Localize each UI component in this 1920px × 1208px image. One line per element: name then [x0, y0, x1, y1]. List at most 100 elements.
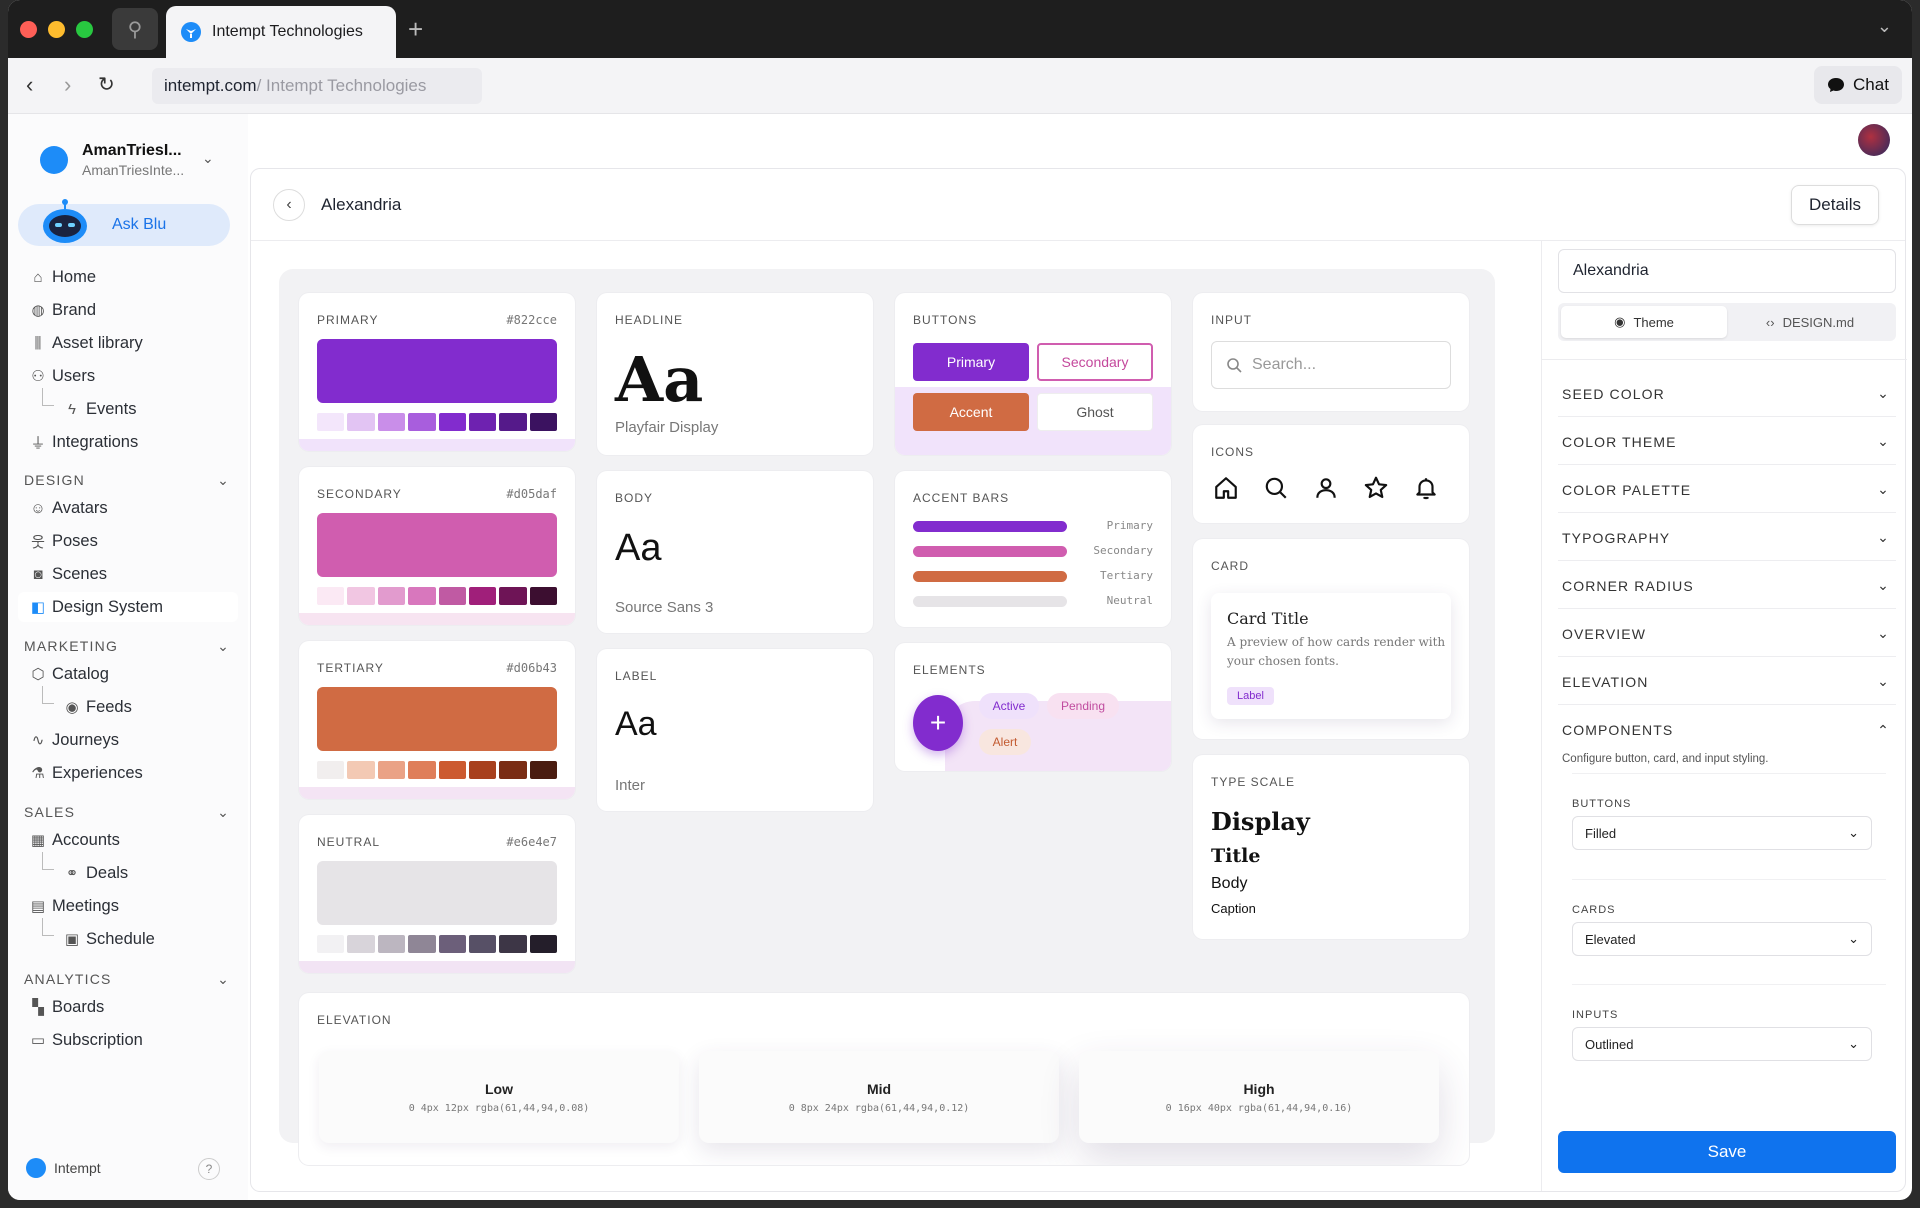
design-system-name-input[interactable]: Alexandria: [1558, 249, 1896, 293]
section-analytics[interactable]: ANALYTICS ⌄: [24, 971, 230, 988]
main-panel: ‹ Alexandria Details PRIMARY #822cce SEC…: [250, 168, 1907, 1192]
inputs-style-select[interactable]: Outlined ⌄: [1572, 1027, 1872, 1061]
chevron-down-icon[interactable]: ⌄: [1876, 16, 1892, 36]
sidebar-item-home[interactable]: ⌂ Home: [18, 262, 238, 292]
tree-connector: [42, 686, 54, 704]
view-toggle: ◉ Theme ‹› DESIGN.md: [1558, 303, 1896, 341]
sidebar-item-meetings[interactable]: ▤ Meetings: [18, 891, 238, 921]
elevation-card: ELEVATION Low 0 4px 12px rgba(61,44,94,0…: [299, 993, 1469, 1165]
minimize-window-button[interactable]: [48, 21, 65, 38]
sidebar-item-experiences[interactable]: ⚗ Experiences: [18, 758, 238, 788]
sidebar-item-journeys[interactable]: ∿ Journeys: [18, 725, 238, 755]
tab-intempt[interactable]: Intempt Technologies: [166, 6, 396, 58]
accordion-seed-color[interactable]: SEED COLOR ⌄: [1558, 371, 1896, 417]
accent-bar-label: Secondary: [1093, 544, 1153, 557]
help-button[interactable]: ?: [198, 1158, 220, 1180]
sidebar-item-boards[interactable]: ▚ Boards: [18, 992, 238, 1022]
color-shade: [529, 935, 557, 953]
elements-card: ELEMENTS + Active Pending Alert: [895, 643, 1171, 771]
chat-bubble-icon: [1828, 78, 1845, 92]
accordion-color-palette[interactable]: COLOR PALETTE ⌄: [1558, 467, 1896, 513]
accordion-corner-radius[interactable]: CORNER RADIUS ⌄: [1558, 563, 1896, 609]
chevron-down-icon: ⌄: [1848, 825, 1859, 840]
sidebar-item-deals[interactable]: ⚭ Deals: [42, 852, 232, 888]
bolt-icon: ϟ: [68, 400, 76, 418]
tab-design-md[interactable]: ‹› DESIGN.md: [1727, 306, 1893, 338]
sidebar-item-schedule[interactable]: ▣ Schedule: [42, 918, 232, 954]
color-shade: [377, 935, 406, 953]
tab-bar: ⚲ Intempt Technologies + ⌄: [8, 0, 1912, 58]
sidebar-footer-brand[interactable]: Intempt: [26, 1158, 101, 1178]
back-icon[interactable]: ‹: [26, 72, 34, 97]
sidebar-item-integrations[interactable]: ⏚ Integrations: [18, 427, 238, 457]
sidebar-item-brand[interactable]: ◍ Brand: [18, 295, 238, 325]
accordion-elevation[interactable]: ELEVATION ⌄: [1558, 659, 1896, 705]
sidebar-item-scenes[interactable]: ◙ Scenes: [18, 559, 238, 589]
accent-button-preview[interactable]: Accent: [913, 393, 1029, 431]
card-icon: ▭: [30, 1032, 46, 1049]
accordion-color-theme[interactable]: COLOR THEME ⌄: [1558, 419, 1896, 465]
save-button[interactable]: Save: [1558, 1131, 1896, 1173]
home-icon: ⌂: [33, 268, 43, 286]
cards-style-select[interactable]: Elevated ⌄: [1572, 922, 1872, 956]
sidebar-item-catalog[interactable]: ⬡ Catalog: [18, 659, 238, 689]
pin-tab-button[interactable]: ⚲: [112, 8, 158, 50]
sidebar-item-label: Deals: [86, 863, 129, 882]
chevron-down-icon: ⌄: [217, 638, 230, 654]
inputs-style-group: INPUTS Outlined ⌄: [1572, 984, 1886, 1076]
section-sales[interactable]: SALES ⌄: [24, 804, 230, 821]
elevation-name: High: [1243, 1081, 1275, 1097]
back-button[interactable]: ‹: [273, 189, 305, 221]
url-field[interactable]: intempt.com / Intempt Technologies: [152, 68, 482, 104]
sidebar-item-design-system[interactable]: ◧ Design System: [18, 592, 238, 622]
sidebar: AmanTriesI... AmanTriesInte... ⌄ Ask Blu…: [8, 114, 248, 1200]
home-icon: [1215, 477, 1237, 499]
secondary-button-preview[interactable]: Secondary: [1037, 343, 1153, 381]
chevron-left-icon: ‹: [286, 196, 292, 213]
accordion-label: TYPOGRAPHY: [1562, 529, 1671, 546]
sample-card-description: A preview of how cards render with your …: [1227, 635, 1446, 668]
sidebar-item-subscription[interactable]: ▭ Subscription: [18, 1025, 238, 1055]
org-switcher[interactable]: AmanTriesI... AmanTriesInte... ⌄: [32, 138, 232, 182]
sidebar-item-events[interactable]: ϟ Events: [42, 388, 232, 424]
sidebar-item-label: Meetings: [52, 896, 119, 915]
org-name: AmanTriesI...: [82, 142, 182, 159]
sidebar-item-poses[interactable]: 웃 Poses: [18, 526, 238, 556]
buttons-style-select[interactable]: Filled ⌄: [1572, 816, 1872, 850]
card-label: PRIMARY: [317, 313, 379, 327]
close-window-button[interactable]: [20, 21, 37, 38]
forward-icon[interactable]: ›: [64, 72, 72, 97]
card-label: LABEL: [615, 669, 658, 683]
primary-button-preview[interactable]: Primary: [913, 343, 1029, 381]
section-marketing[interactable]: MARKETING ⌄: [24, 638, 230, 655]
details-button[interactable]: Details: [1791, 185, 1879, 225]
sidebar-item-accounts[interactable]: ▦ Accounts: [18, 825, 238, 855]
chat-button[interactable]: Chat: [1814, 66, 1902, 104]
elevation-high: High 0 16px 40px rgba(61,44,94,0.16): [1079, 1051, 1439, 1143]
ask-blu-button[interactable]: Ask Blu: [18, 199, 230, 246]
color-swatch-main: [317, 861, 557, 925]
tree-connector: [42, 918, 54, 936]
accordion-components[interactable]: COMPONENTS ⌃: [1558, 707, 1896, 753]
tab-theme[interactable]: ◉ Theme: [1561, 306, 1727, 338]
user-avatar[interactable]: [1858, 124, 1890, 156]
design-preview-canvas: PRIMARY #822cce SECONDARY #d05daf TERTIA…: [279, 269, 1495, 1165]
accordion-overview[interactable]: OVERVIEW ⌄: [1558, 611, 1896, 657]
reload-icon[interactable]: ↻: [98, 74, 115, 96]
search-input-preview[interactable]: Search...: [1211, 341, 1451, 389]
ghost-button-preview[interactable]: Ghost: [1037, 393, 1153, 431]
tree-connector: [42, 388, 54, 406]
sidebar-item-feeds[interactable]: ◉ Feeds: [42, 686, 232, 722]
maximize-window-button[interactable]: [76, 21, 93, 38]
sidebar-item-asset-library[interactable]: ⫼ Asset library: [18, 328, 238, 358]
accordion-typography[interactable]: TYPOGRAPHY ⌄: [1558, 515, 1896, 561]
sidebar-item-users[interactable]: ⚇ Users: [18, 361, 238, 391]
new-tab-button[interactable]: +: [408, 14, 424, 44]
select-value: Outlined: [1585, 1036, 1634, 1052]
sidebar-item-avatars[interactable]: ☺ Avatars: [18, 493, 238, 523]
color-swatch-main: [317, 513, 557, 577]
fab-button-preview[interactable]: +: [913, 695, 963, 751]
chevron-up-icon: ⌃: [1877, 721, 1890, 738]
section-design[interactable]: DESIGN ⌄: [24, 472, 230, 489]
sidebar-item-label: Avatars: [52, 498, 108, 517]
